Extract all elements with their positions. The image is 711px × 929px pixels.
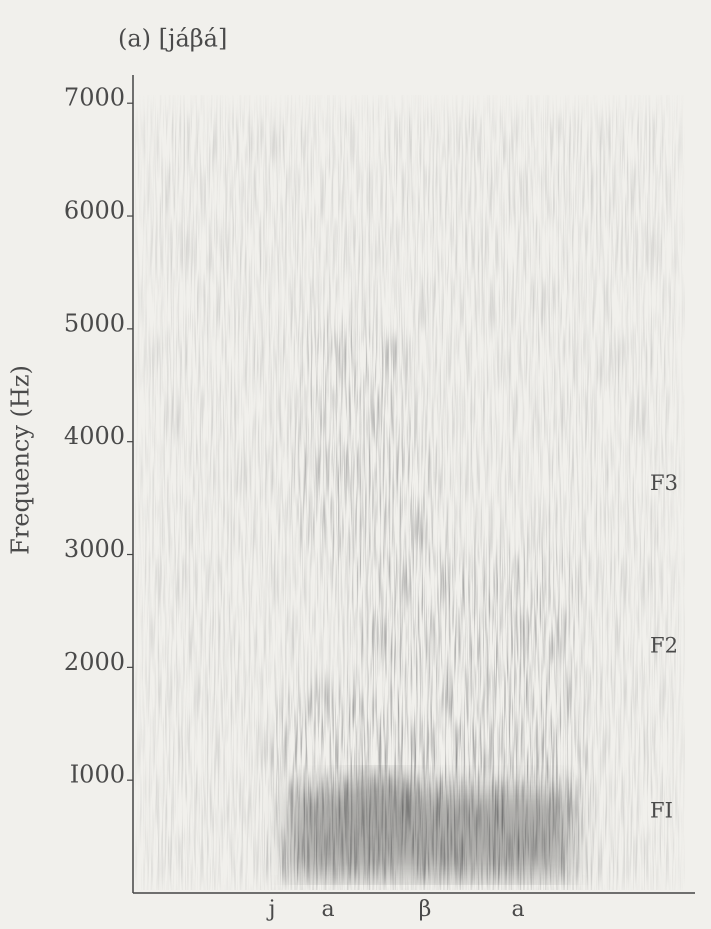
chart-title: (a) [jáβá]	[118, 25, 227, 53]
spectrogram-shading	[290, 775, 570, 875]
segment-label: j	[266, 897, 276, 922]
y-tick-label: 6000	[64, 197, 125, 225]
y-tick-label: 5000	[64, 309, 125, 337]
y-tick-label: 3000	[64, 535, 125, 563]
segment-label: β	[419, 897, 432, 922]
formant-label: F2	[650, 634, 678, 658]
segment-label: a	[511, 897, 524, 922]
y-tick-label: 4000	[64, 422, 125, 450]
y-axis-label: Frequency (Hz)	[7, 365, 35, 555]
y-tick-label: I000	[70, 761, 125, 789]
y-tick-label: 7000	[64, 84, 125, 112]
spectrogram-texture	[135, 95, 685, 890]
y-tick-label: 2000	[64, 648, 125, 676]
segment-label: a	[321, 897, 334, 922]
formant-label: FI	[650, 798, 673, 822]
formant-label: F3	[650, 471, 678, 495]
